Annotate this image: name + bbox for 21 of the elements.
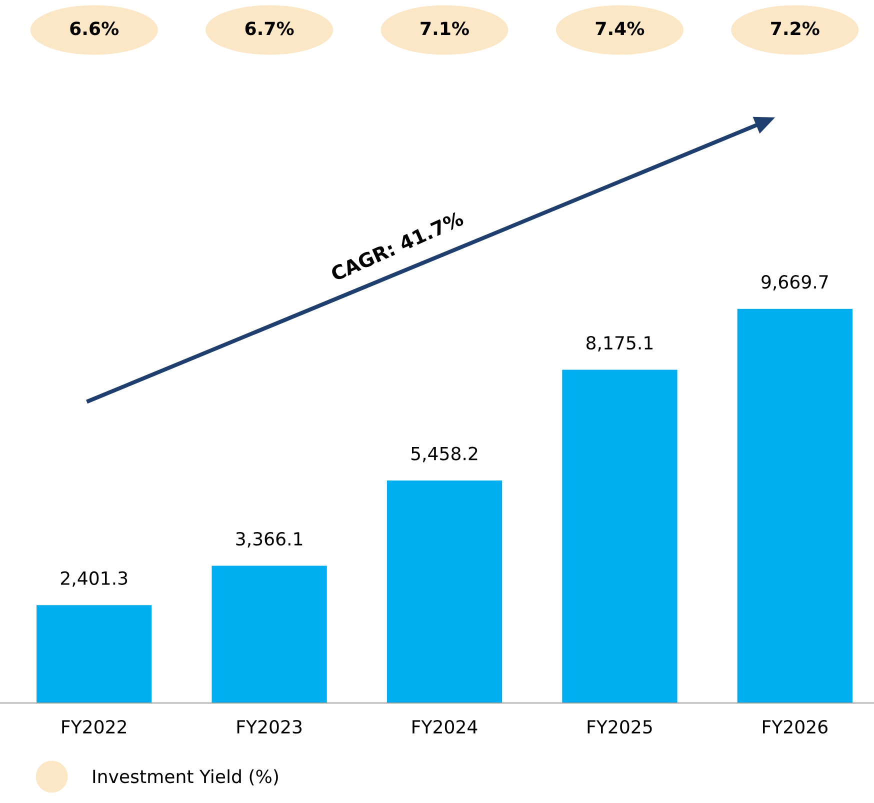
x-tick-label: FY2024 [412, 720, 478, 734]
data-label: 9,669.7 [762, 275, 828, 291]
x-tick-label: FY2023 [237, 720, 302, 734]
bar [562, 370, 678, 703]
data-label: 6.7% [245, 22, 294, 36]
bar [737, 308, 852, 703]
data-label: 7.2% [771, 22, 820, 36]
x-tick-label: FY2022 [62, 720, 126, 734]
data-label: 2,401.3 [60, 571, 128, 587]
data-label: 7.1% [420, 22, 469, 36]
bar [36, 605, 152, 703]
data-label: 3,366.1 [236, 532, 302, 548]
legend-label: Investment Yield (%) [93, 769, 278, 786]
data-label: 6.6% [70, 22, 119, 36]
x-tick-label: FY2025 [588, 720, 652, 734]
data-label: 7.4% [596, 22, 644, 36]
data-label: 8,175.1 [586, 336, 652, 352]
data-label: 5,458.2 [411, 446, 478, 462]
bar [386, 480, 502, 703]
x-tick-label: FY2026 [763, 720, 828, 734]
bar [212, 566, 327, 703]
